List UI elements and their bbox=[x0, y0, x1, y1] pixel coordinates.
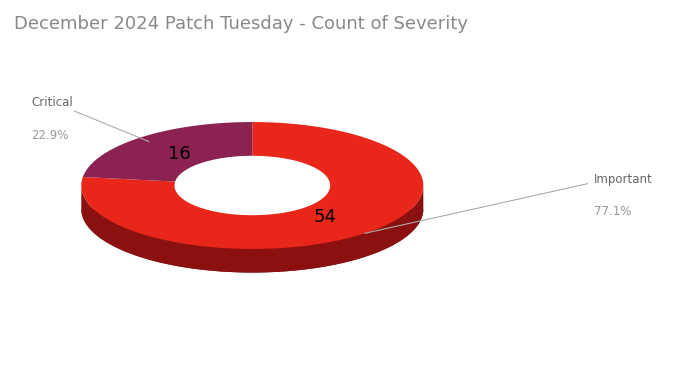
Polygon shape bbox=[175, 186, 329, 238]
Polygon shape bbox=[81, 122, 423, 249]
Text: 16: 16 bbox=[168, 145, 191, 164]
Text: December 2024 Patch Tuesday - Count of Severity: December 2024 Patch Tuesday - Count of S… bbox=[14, 15, 469, 33]
Text: Critical: Critical bbox=[31, 96, 73, 109]
Text: 54: 54 bbox=[314, 207, 337, 226]
Text: 22.9%: 22.9% bbox=[31, 129, 69, 142]
Text: Important: Important bbox=[594, 173, 653, 186]
Text: 77.1%: 77.1% bbox=[594, 206, 631, 219]
Polygon shape bbox=[83, 122, 253, 182]
Polygon shape bbox=[175, 157, 329, 214]
Polygon shape bbox=[81, 186, 423, 273]
Polygon shape bbox=[81, 209, 423, 273]
